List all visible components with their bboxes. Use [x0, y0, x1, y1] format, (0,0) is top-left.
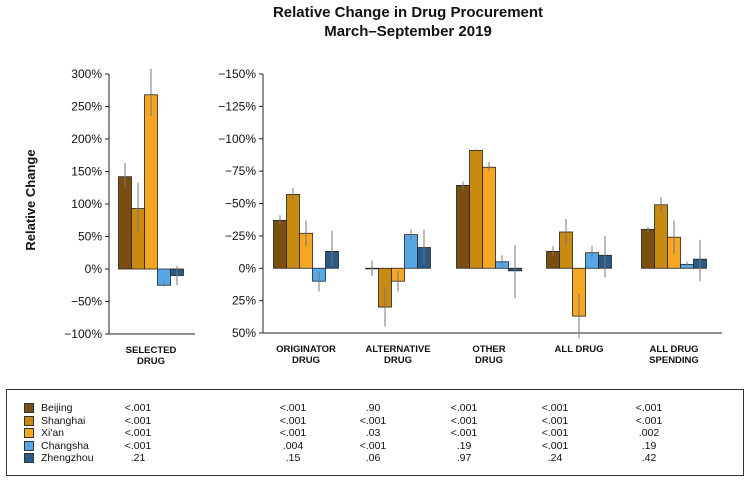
legend-row: Shanghai <.001 <.001 <.001 <.001 <.001 <.001 [7, 415, 743, 427]
category-label: OTHER [472, 344, 505, 355]
category-label: ALTERNATIVE [365, 344, 430, 355]
p-value: <.001 [450, 414, 478, 427]
p-value: .19 [456, 439, 472, 452]
y-tick-label: −75% [225, 164, 256, 178]
p-value: .97 [456, 452, 472, 464]
legend-city: Zhengzhou [41, 452, 94, 464]
chart: Relative Change in Drug Procurement Marc… [23, 4, 722, 367]
p-value: <.001 [450, 402, 478, 414]
bar-beijing [456, 184, 470, 269]
p-value: .21 [130, 452, 146, 464]
legend-city: Beijing [41, 402, 73, 414]
p-value: <.001 [279, 427, 307, 439]
p-value: .90 [365, 402, 381, 414]
legend-row: Changsha <.001 .004 <.001 .19 <.001 .19 [7, 440, 743, 452]
p-value: <.001 [124, 427, 152, 439]
category-label: DRUG [292, 355, 320, 366]
legend-swatch [24, 453, 34, 463]
bar-shanghai [469, 150, 483, 269]
bar-beijing [641, 228, 655, 269]
p-value: <.001 [541, 427, 569, 439]
p-value: <.001 [541, 439, 569, 452]
bar-beijing [273, 219, 287, 269]
category-label: ALL DRUG [650, 344, 699, 355]
legend-row: Zhengzhou .21 .15 .06 .97 .24 .42 [7, 452, 743, 464]
p-value: <.001 [279, 414, 307, 427]
p-value: <.001 [635, 414, 663, 427]
bar-xian [482, 166, 496, 269]
p-value: <.001 [450, 427, 478, 439]
y-tick-label: −50% [225, 197, 256, 211]
p-value: <.001 [124, 439, 152, 452]
y-tick-label: 25% [232, 294, 256, 308]
y-tick-label: 250% [71, 100, 102, 114]
legend-table: Beijing <.001 <.001.90 <.001 <.001 <.001 Shang… [6, 389, 744, 476]
bar-xian [144, 94, 158, 270]
y-tick-label: −25% [225, 229, 256, 243]
p-value: .19 [641, 439, 657, 452]
p-value: .03 [365, 427, 381, 439]
y-tick-label: 0% [239, 261, 257, 275]
p-value: .15 [285, 452, 301, 464]
right-panel: −150% −125% −100% −75% −50% −25% 0% 25% 50% ORIGI… [218, 67, 722, 366]
y-tick-label: −150% [218, 67, 256, 81]
y-tick-label: −100% [218, 132, 256, 146]
p-value: <.001 [124, 414, 152, 427]
category-label: SELECTED [126, 345, 177, 356]
category-label: SPENDING [649, 355, 699, 366]
left-panel: 300% 250% 200% 150% 100% 50% 0% −50% −100% SELECT… [64, 67, 195, 367]
p-value: .06 [365, 452, 381, 464]
legend-city: Xi'an [41, 427, 65, 439]
chart-title: Relative Change in Drug Procurement [273, 4, 543, 21]
y-tick-label: −50% [71, 295, 102, 309]
y-tick-label: 50% [78, 230, 102, 244]
legend-city: Shanghai [41, 414, 86, 427]
category-label: DRUG [384, 355, 412, 366]
p-value: .24 [547, 452, 563, 464]
bar-shanghai [286, 194, 300, 269]
p-value: <.001 [541, 402, 569, 414]
y-tick-label: 300% [71, 67, 102, 81]
p-value: <.001 [359, 439, 387, 452]
bar-shanghai [654, 204, 668, 269]
y-tick-label: 100% [71, 197, 102, 211]
p-value: .004 [282, 439, 304, 452]
y-axis-label: Relative Change [23, 149, 38, 250]
y-tick-label: 50% [232, 326, 256, 340]
p-value: .42 [641, 452, 657, 464]
p-value: .002 [638, 427, 660, 439]
y-tick-label: 200% [71, 132, 102, 146]
legend-swatch [24, 403, 34, 413]
legend-row: Xi'an <.001 <.001 .03 <.001 <.001 .002 [7, 427, 743, 439]
legend-swatch [24, 428, 34, 438]
chart-subtitle: March–September 2019 [324, 23, 492, 40]
y-tick-label: −125% [218, 99, 256, 113]
y-tick-label: 0% [85, 262, 103, 276]
y-tick-label: −100% [64, 327, 102, 341]
category-label: DRUG [475, 355, 503, 366]
y-tick-label: 150% [71, 165, 102, 179]
p-value: <.001 [359, 414, 387, 427]
category-label: ALL DRUG [555, 344, 604, 355]
category-label: ORIGINATOR [276, 344, 336, 355]
p-value: <.001 [635, 402, 663, 414]
bar-beijing [118, 176, 132, 270]
p-value: <.001 [124, 402, 152, 414]
p-value: <.001 [541, 414, 569, 427]
legend-row: Beijing <.001 <.001 .90 <.001 <.001 <.001 [7, 402, 743, 414]
legend-swatch [24, 415, 34, 426]
legend-swatch [24, 440, 34, 451]
category-label: DRUG [137, 356, 165, 367]
p-value: <.001 [279, 402, 307, 414]
legend-city: Changsha [41, 439, 89, 452]
